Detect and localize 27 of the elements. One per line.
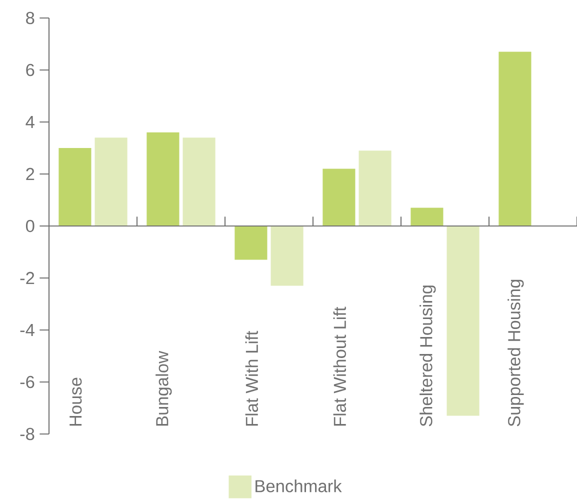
bar [94,138,128,226]
y-tick-label: -8 [20,428,34,440]
x-tick-label: Flat Without Lift [333,306,346,426]
bar [146,132,180,226]
y-tick-label: 8 [26,12,34,24]
legend-label: Benchmark [256,480,342,492]
bar [410,208,444,226]
y-tick-label: -4 [20,324,34,336]
bar [322,168,356,226]
x-tick-label: House [70,378,82,426]
x-tick-label: Bungalow [156,350,172,426]
bar [446,226,480,416]
bar [182,138,216,226]
y-tick-label: 4 [26,116,34,128]
x-tick-label: Sheltered Housing [420,286,436,426]
bar [498,52,532,226]
y-tick-label: -6 [20,376,34,388]
bar [234,226,268,260]
y-tick-label: 2 [26,168,34,180]
bar [270,226,304,286]
y-tick-label: -2 [20,272,34,284]
x-tick-label: Supported Housing [508,280,524,426]
y-tick-label: 6 [26,64,34,76]
x-tick-label: Flat With Lift [245,330,258,426]
bar [58,148,92,226]
bar [358,150,392,226]
y-tick-label: 0 [26,220,34,232]
